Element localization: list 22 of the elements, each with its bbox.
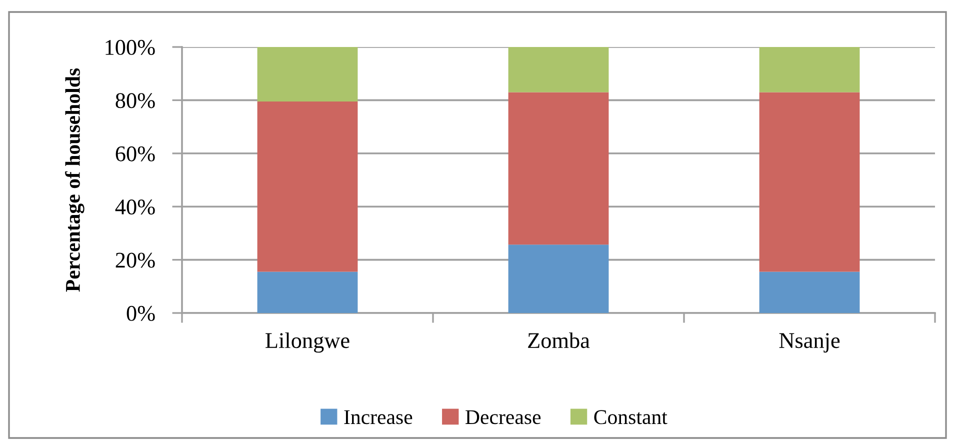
y-tick-label: 60% [116, 146, 155, 162]
bar [759, 47, 860, 92]
bar [759, 92, 860, 272]
legend-label: Increase [344, 410, 412, 424]
bar [257, 102, 358, 272]
x-tick-label: Zomba [528, 332, 590, 348]
y-tick-label: 20% [116, 252, 155, 268]
legend-label: Constant [594, 410, 668, 424]
y-tick-label: 40% [115, 200, 155, 215]
bar [508, 244, 609, 313]
legend-label: Decrease [466, 410, 541, 424]
x-tick-label: Nsanje [779, 333, 840, 353]
bar [759, 272, 860, 313]
bar [508, 92, 609, 245]
y-tick-label: 80% [116, 93, 155, 108]
bar [508, 47, 609, 92]
bar [257, 47, 358, 102]
y-tick-label: 0% [126, 306, 155, 321]
bar [257, 272, 358, 313]
y-axis-title: Percentage of households [65, 68, 84, 292]
x-tick-label: Lilongwe [266, 332, 350, 353]
y-tick-label: 100% [106, 40, 155, 55]
